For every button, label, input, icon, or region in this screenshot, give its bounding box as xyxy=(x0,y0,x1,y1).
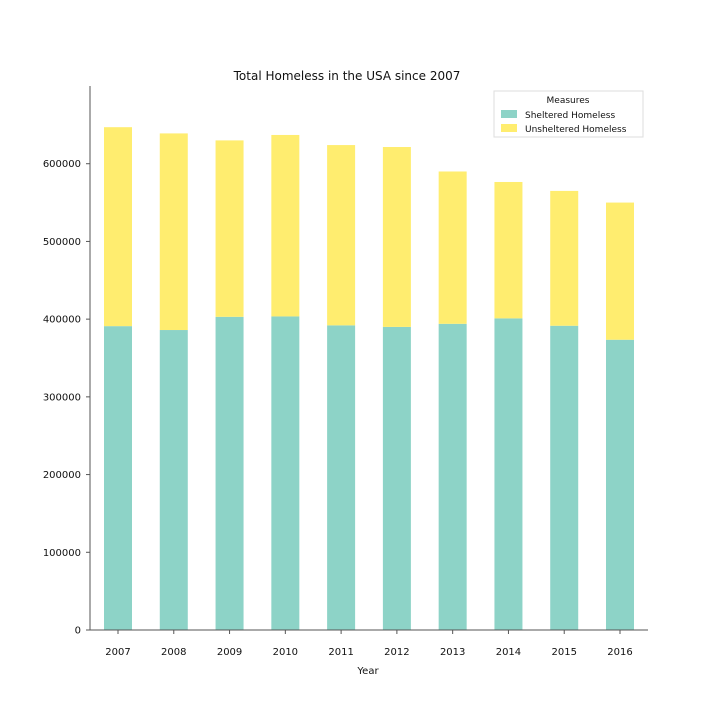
x-tick-label: 2013 xyxy=(440,647,465,658)
x-tick-label: 2012 xyxy=(384,647,409,658)
bar-unsheltered xyxy=(494,181,523,319)
bar-unsheltered xyxy=(606,202,634,340)
bar-unsheltered xyxy=(382,147,411,327)
legend-box xyxy=(493,90,644,138)
bar-sheltered xyxy=(550,325,579,630)
bar-unsheltered xyxy=(104,127,132,327)
bar-unsheltered xyxy=(159,133,188,331)
bar-sheltered xyxy=(271,316,300,630)
y-tick-label: 200000 xyxy=(43,470,81,481)
y-axis-ticks: 0 100000 200000 300000 400000 500000 600000 xyxy=(43,159,90,637)
legend: Measures Sheltered Homeless Unsheltered … xyxy=(493,90,644,138)
bar-sheltered xyxy=(104,326,132,630)
bar-sheltered xyxy=(215,316,244,630)
y-tick-label: 100000 xyxy=(43,548,81,559)
legend-label-unsheltered: Unsheltered Homeless xyxy=(525,125,627,135)
bar-unsheltered xyxy=(215,140,244,317)
x-tick-label: 2008 xyxy=(161,647,186,658)
legend-title: Measures xyxy=(547,96,590,106)
x-tick-label: 2016 xyxy=(607,647,632,658)
bar-sheltered xyxy=(159,330,188,630)
x-tick-label: 2011 xyxy=(328,647,353,658)
x-tick-label: 2009 xyxy=(217,647,242,658)
bar-sheltered xyxy=(606,339,634,630)
bar-sheltered xyxy=(438,323,467,630)
y-tick-label: 500000 xyxy=(43,237,81,248)
legend-label-sheltered: Sheltered Homeless xyxy=(525,111,615,121)
x-tick-label: 2010 xyxy=(273,647,298,658)
bar-unsheltered xyxy=(550,190,579,326)
bar-sheltered xyxy=(494,318,523,630)
y-tick-label: 400000 xyxy=(43,315,81,326)
legend-swatch-unsheltered xyxy=(501,124,517,132)
bar-unsheltered xyxy=(271,134,300,317)
bar-sheltered xyxy=(327,325,356,630)
x-tick-label: 2007 xyxy=(105,647,130,658)
bars xyxy=(104,127,634,630)
x-axis-title: Year xyxy=(356,666,379,677)
x-tick-label: 2015 xyxy=(551,647,576,658)
y-tick-label: 600000 xyxy=(43,159,81,170)
bar-unsheltered xyxy=(327,145,356,326)
y-tick-label: 300000 xyxy=(43,392,81,403)
bar-unsheltered xyxy=(438,171,467,324)
x-tick-label: 2014 xyxy=(496,647,521,658)
bar-sheltered xyxy=(382,326,411,630)
legend-swatch-sheltered xyxy=(501,110,517,118)
chart-title: Total Homeless in the USA since 2007 xyxy=(233,69,461,83)
x-axis-ticks: 2007 2008 2009 2010 2011 2012 2013 2014 2015 2016 xyxy=(105,630,633,658)
y-tick-label: 0 xyxy=(75,626,81,637)
